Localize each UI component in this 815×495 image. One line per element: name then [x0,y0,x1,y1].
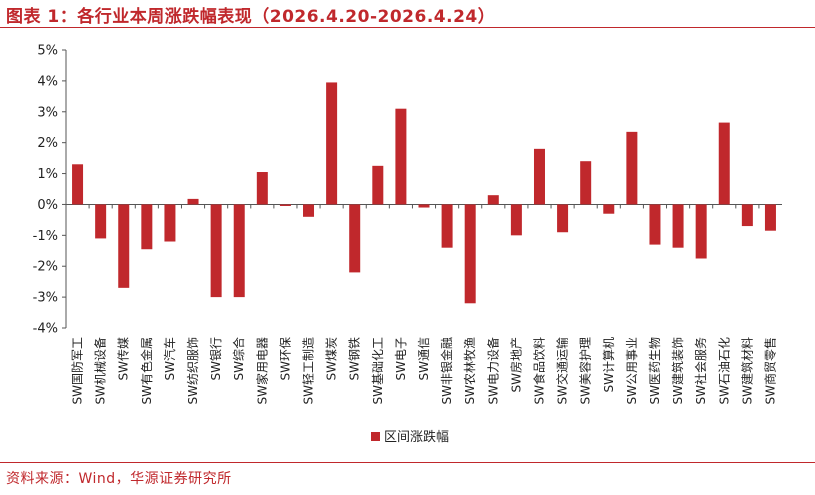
x-category-label: SW电子 [394,337,408,380]
bar [118,204,130,288]
y-tick-label: 0% [37,198,58,213]
x-category-label: SW建筑装饰 [670,337,685,404]
x-category-label: SW食品饮料 [531,337,546,404]
legend: 区间涨跌幅 [371,429,449,445]
bar [510,204,522,236]
bar [256,172,268,205]
bar [487,195,499,205]
bar [372,165,384,205]
bar [741,204,753,227]
source-note: 资料来源：Wind，华源证券研究所 [6,471,232,487]
y-axis: 5% 4% 3% 2% 1% 0% -1% -2% -3% -4% [33,44,782,337]
x-category-label: SW社会服务 [693,337,708,404]
bar [718,122,730,205]
bar [233,204,245,298]
x-category-label: SW美容护理 [578,337,593,404]
x-category-label: SW有色金属 [139,337,154,404]
legend-swatch [371,432,380,441]
bar-chart: 5% 4% 3% 2% 1% 0% -1% -2% -3% -4% SW国防军工 SW机械设备 SW传… [33,44,782,445]
footer-rule [0,462,815,463]
bar [672,204,684,248]
bar [141,204,153,250]
x-category-label: SW通信 [417,337,431,380]
bar [72,164,84,205]
x-category-label: SW国防军工 [70,337,85,404]
x-category-label: SW综合 [231,337,246,380]
bar [557,204,569,233]
x-category-label: SW纺织服饰 [186,337,200,404]
x-category-label: SW基础化工 [371,337,385,404]
x-category-label: SW计算机 [601,337,616,392]
bar [418,204,430,208]
bar [441,204,453,248]
bar [603,204,615,214]
bar [395,108,407,205]
chart-title: 图表 1：各行业本周涨跌幅表现（2026.4.20-2026.4.24） [6,7,496,27]
bars [72,82,776,304]
bar [533,148,545,205]
y-tick-label: -3% [33,291,58,306]
x-category-label: SW传媒 [116,337,131,380]
y-tick-label: 2% [37,136,58,151]
bar [210,204,222,298]
y-tick-label: -4% [33,322,58,337]
bar [187,198,199,205]
x-category-label: SW非银金融 [439,337,454,404]
x-category-label: SW环保 [278,337,292,380]
y-tick-label: 5% [37,44,58,59]
bar [279,204,291,206]
x-category-label: SW银行 [209,337,223,380]
bar [649,204,661,245]
bar [349,204,361,273]
x-category-label: SW电力设备 [486,337,500,404]
bar [164,204,176,242]
legend-label: 区间涨跌幅 [384,429,449,445]
x-category-label: SW轻工制造 [302,337,316,404]
y-tick-label: -1% [33,229,58,244]
x-category-label: SW农林牧渔 [463,337,477,404]
x-category-label: SW商贸零售 [762,337,777,404]
y-tick-label: 4% [37,74,58,89]
x-axis-categories: SW国防军工 SW机械设备 SW传媒 SW有色金属 SW汽车 SW纺织服饰 SW银行 SW综合… [65,204,777,404]
x-category-label: SW机械设备 [93,337,108,404]
x-category-label: SW建筑材料 [739,337,754,404]
bar [326,82,338,205]
bar [695,204,707,259]
x-category-label: SW家用电器 [254,337,269,404]
bar [303,204,315,217]
bar [580,161,592,205]
y-tick-label: 1% [37,167,58,182]
bar [626,131,638,205]
bar [95,204,107,239]
x-category-label: SW石油石化 [717,337,731,404]
title-rule [0,27,815,28]
x-category-label: SW煤炭 [325,337,339,380]
bar [764,204,776,231]
y-tick-label: -2% [33,260,58,275]
x-category-label: SW房地产 [508,337,523,392]
x-category-label: SW钢铁 [348,337,362,380]
x-category-label: SW汽车 [162,337,177,380]
bar [464,204,476,304]
y-tick-label: 3% [37,105,58,120]
x-category-label: SW公用事业 [625,337,639,404]
x-category-label: SW交通运输 [555,337,570,404]
x-category-label: SW医药生物 [648,337,662,404]
